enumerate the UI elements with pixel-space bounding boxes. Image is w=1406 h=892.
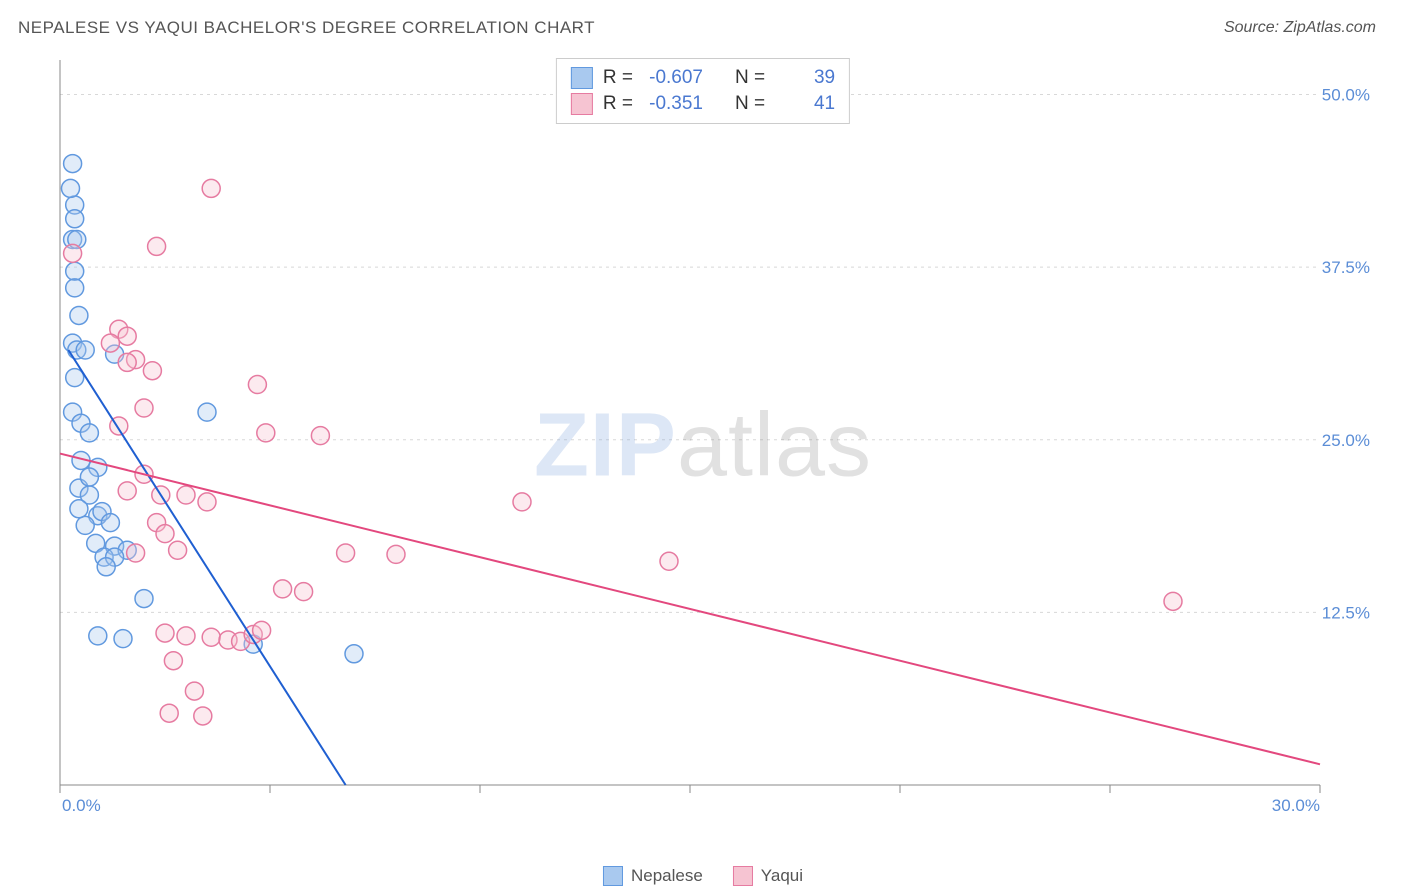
swatch-nepalese [603, 866, 623, 886]
swatch-nepalese [571, 67, 593, 89]
correlation-stats-box: R = -0.607 N = 39 R = -0.351 N = 41 [556, 58, 850, 124]
yaqui-r-value: -0.351 [643, 93, 703, 115]
stats-row-yaqui: R = -0.351 N = 41 [571, 91, 835, 117]
chart-title: NEPALESE VS YAQUI BACHELOR'S DEGREE CORR… [18, 18, 595, 38]
stat-label-n: N = [735, 93, 765, 115]
svg-text:25.0%: 25.0% [1322, 431, 1370, 450]
svg-text:12.5%: 12.5% [1322, 603, 1370, 622]
source-label: Source: ZipAtlas.com [1224, 19, 1376, 37]
chart-container: 12.5%25.0%37.5%50.0%0.0%30.0%Bachelor's … [50, 55, 1380, 815]
stats-row-nepalese: R = -0.607 N = 39 [571, 65, 835, 91]
stat-label-r: R = [603, 93, 633, 115]
stat-label-n: N = [735, 67, 765, 89]
svg-text:30.0%: 30.0% [1272, 796, 1320, 815]
stat-label-r: R = [603, 67, 633, 89]
legend-label: Yaqui [761, 866, 803, 886]
legend-item-yaqui: Yaqui [733, 866, 803, 886]
svg-text:50.0%: 50.0% [1322, 86, 1370, 105]
swatch-yaqui [571, 93, 593, 115]
nepalese-n-value: 39 [775, 67, 835, 89]
legend-item-nepalese: Nepalese [603, 866, 703, 886]
header: NEPALESE VS YAQUI BACHELOR'S DEGREE CORR… [0, 0, 1406, 46]
scatter-chart: 12.5%25.0%37.5%50.0%0.0%30.0%Bachelor's … [50, 55, 1380, 815]
nepalese-r-value: -0.607 [643, 67, 703, 89]
legend-label: Nepalese [631, 866, 703, 886]
svg-text:0.0%: 0.0% [62, 796, 101, 815]
yaqui-n-value: 41 [775, 93, 835, 115]
swatch-yaqui [733, 866, 753, 886]
legend: Nepalese Yaqui [603, 866, 803, 886]
svg-text:37.5%: 37.5% [1322, 258, 1370, 277]
